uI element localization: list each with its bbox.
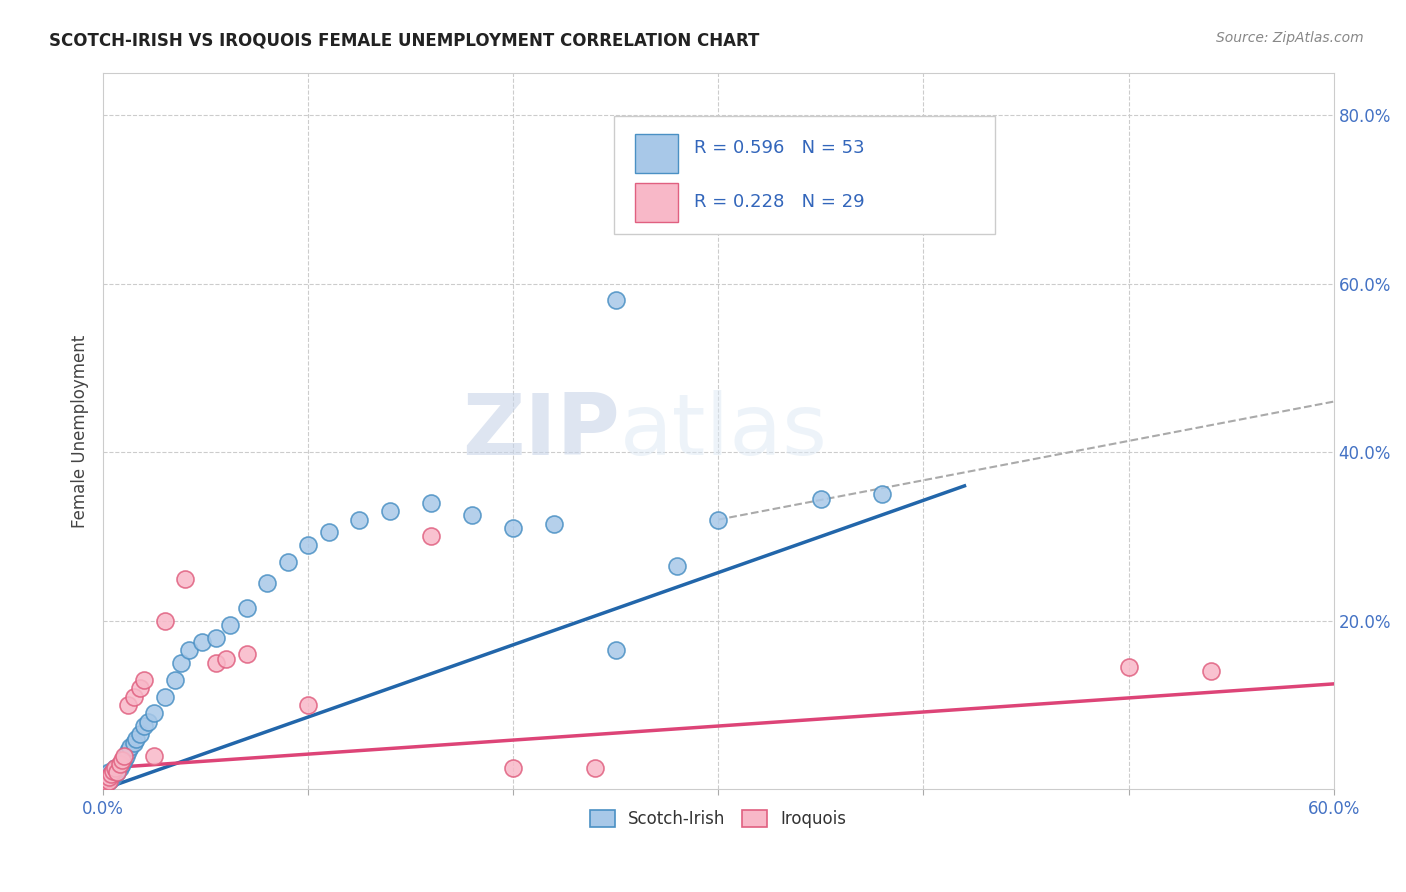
Point [502, 521, 524, 535]
Point [100, 772, 122, 786]
Point [143, 706, 166, 721]
Y-axis label: Female Unemployment: Female Unemployment [72, 334, 89, 528]
Point [94, 770, 117, 784]
Point [103, 764, 125, 778]
Point [110, 756, 132, 771]
Point [666, 558, 689, 573]
Point [122, 736, 145, 750]
Point [205, 656, 228, 670]
Point [134, 719, 156, 733]
Point [107, 765, 129, 780]
Point [104, 761, 127, 775]
Point [1199, 665, 1222, 679]
Point [98, 770, 121, 784]
Point [108, 756, 131, 771]
Point [349, 512, 371, 526]
Text: SCOTCH-IRISH VS IROQUOIS FEMALE UNEMPLOYMENT CORRELATION CHART: SCOTCH-IRISH VS IROQUOIS FEMALE UNEMPLOY… [49, 31, 759, 49]
Point [129, 727, 152, 741]
Point [153, 690, 176, 704]
Point [94, 773, 117, 788]
Point [170, 656, 193, 670]
Point [122, 690, 145, 704]
Point [297, 538, 319, 552]
Point [707, 512, 730, 526]
Point [96, 775, 118, 789]
Point [605, 643, 627, 657]
Point [96, 772, 118, 786]
Point [100, 767, 122, 781]
Point [118, 740, 141, 755]
Point [94, 778, 117, 792]
Point [215, 651, 238, 665]
Point [103, 764, 125, 778]
Point [110, 753, 132, 767]
Point [112, 748, 135, 763]
Point [153, 614, 176, 628]
Point [219, 618, 242, 632]
Point [98, 770, 121, 784]
Point [104, 761, 127, 775]
Point [810, 193, 832, 207]
Point [297, 698, 319, 712]
Point [96, 775, 118, 789]
Text: ZIP: ZIP [463, 390, 620, 473]
Point [1118, 660, 1140, 674]
Point [94, 773, 117, 788]
Point [318, 525, 340, 540]
Point [96, 772, 118, 786]
Point [605, 293, 627, 308]
Point [136, 714, 159, 729]
Point [104, 767, 127, 781]
Point [94, 778, 117, 792]
Point [117, 744, 139, 758]
Point [461, 508, 484, 523]
Point [235, 648, 257, 662]
Point [190, 634, 212, 648]
Point [205, 631, 228, 645]
Point [420, 496, 443, 510]
FancyBboxPatch shape [614, 116, 995, 234]
Point [112, 753, 135, 767]
Text: R = 0.228   N = 29: R = 0.228 N = 29 [693, 193, 865, 211]
Point [98, 773, 121, 788]
Point [96, 767, 118, 781]
Point [98, 765, 121, 780]
Point [179, 643, 201, 657]
Text: Source: ZipAtlas.com: Source: ZipAtlas.com [1216, 31, 1364, 45]
Point [810, 491, 832, 506]
Point [100, 767, 122, 781]
Point [114, 748, 136, 763]
Point [174, 572, 197, 586]
Point [107, 765, 129, 780]
Point [129, 681, 152, 695]
Point [380, 504, 402, 518]
Text: R = 0.596   N = 53: R = 0.596 N = 53 [693, 139, 865, 157]
Point [277, 555, 299, 569]
Point [235, 601, 257, 615]
Point [872, 487, 894, 501]
Text: atlas: atlas [620, 390, 828, 473]
Point [543, 516, 565, 531]
Point [256, 575, 278, 590]
Point [98, 773, 121, 788]
Bar [634, 183, 678, 222]
Point [117, 698, 139, 712]
Point [502, 761, 524, 775]
Point [143, 748, 166, 763]
Point [134, 673, 156, 687]
Point [125, 731, 148, 746]
Legend: Scotch-Irish, Iroquois: Scotch-Irish, Iroquois [583, 803, 853, 835]
Point [583, 761, 606, 775]
Point [420, 529, 443, 543]
Point [103, 770, 125, 784]
Bar [634, 134, 678, 173]
Point [163, 673, 186, 687]
Point [108, 761, 131, 775]
